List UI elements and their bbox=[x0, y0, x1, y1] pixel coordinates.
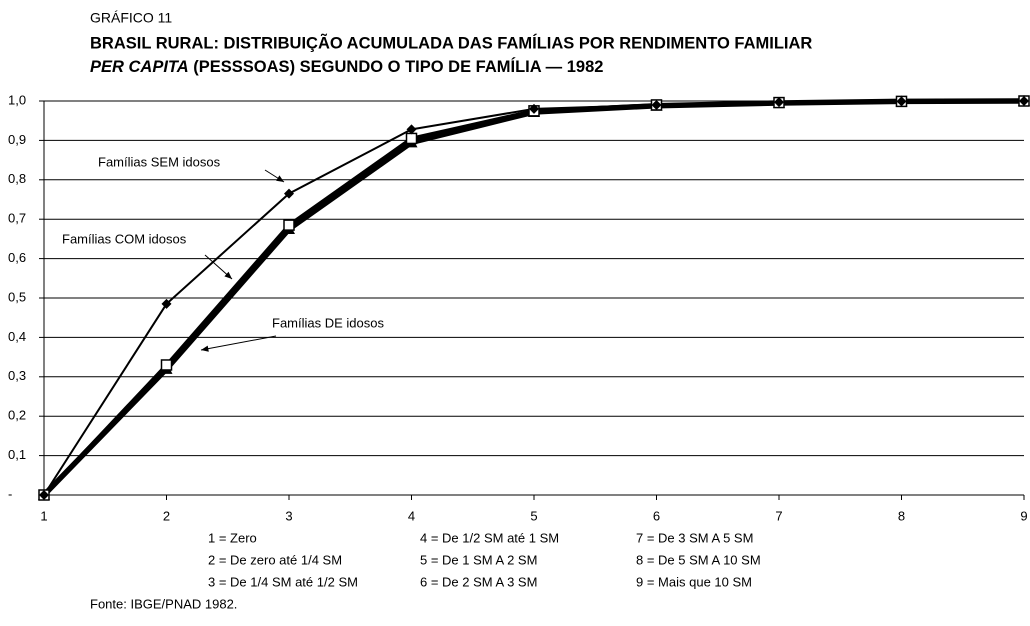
x-tick-label: 9 bbox=[1020, 508, 1027, 523]
y-tick-label: 0,7 bbox=[8, 211, 26, 226]
source: Fonte: IBGE/PNAD 1982. bbox=[90, 596, 237, 611]
chart-title: BRASIL RURAL: DISTRIBUIÇÃO ACUMULADA DAS… bbox=[90, 32, 812, 52]
annotation-arrow bbox=[200, 335, 277, 351]
x-key-item: 1 = Zero bbox=[208, 530, 257, 545]
y-tick-label: 1,0 bbox=[8, 92, 26, 107]
x-key-item: 2 = De zero até 1/4 SM bbox=[208, 552, 342, 567]
marker bbox=[284, 188, 294, 199]
x-key-item: 7 = De 3 SM A 5 SM bbox=[636, 530, 753, 545]
x-key-item: 9 = Mais que 10 SM bbox=[636, 574, 752, 589]
x-key-item: 5 = De 1 SM A 2 SM bbox=[420, 552, 537, 567]
x-key-item: 3 = De 1/4 SM até 1/2 SM bbox=[208, 574, 358, 589]
series-annotation: Famílias SEM idosos bbox=[98, 154, 221, 169]
title-italic: PER CAPITA bbox=[90, 58, 189, 76]
series-annotation: Famílias DE idosos bbox=[272, 315, 384, 330]
series-annotation: Famílias COM idosos bbox=[62, 231, 187, 246]
marker bbox=[39, 490, 49, 500]
y-tick-label: 0,2 bbox=[8, 408, 26, 423]
y-tick-label: 0,9 bbox=[8, 132, 26, 147]
x-tick-label: 8 bbox=[898, 508, 905, 523]
y-tick-label: 0,5 bbox=[8, 289, 26, 304]
marker bbox=[161, 298, 172, 309]
marker bbox=[896, 96, 907, 107]
x-tick-label: 2 bbox=[163, 508, 170, 523]
marker bbox=[160, 359, 173, 371]
x-key-item: 4 = De 1/2 SM até 1 SM bbox=[420, 530, 559, 545]
x-key-item: 8 = De 5 SM A 10 SM bbox=[636, 552, 761, 567]
title-rest: (PESSSOAS) SEGUNDO O TIPO DE FAMÍLIA — 1… bbox=[189, 57, 604, 76]
arrow-head bbox=[201, 345, 209, 352]
marker bbox=[405, 132, 418, 145]
x-tick-label: 6 bbox=[653, 508, 660, 523]
x-tick-label: 4 bbox=[408, 508, 415, 523]
chart-title-line2: PER CAPITA (PESSSOAS) SEGUNDO O TIPO DE … bbox=[90, 57, 603, 76]
x-tick-label: 7 bbox=[775, 508, 782, 523]
y-tick-label: - bbox=[8, 486, 12, 501]
x-tick-label: 3 bbox=[285, 508, 292, 523]
y-tick-label: 0,1 bbox=[8, 447, 26, 462]
y-tick-label: 0,8 bbox=[8, 171, 26, 186]
marker bbox=[283, 219, 295, 231]
x-tick-label: 5 bbox=[530, 508, 537, 523]
x-key-item: 6 = De 2 SM A 3 SM bbox=[420, 574, 537, 589]
marker bbox=[406, 124, 417, 135]
arrow-head bbox=[224, 271, 232, 279]
marker bbox=[774, 97, 784, 108]
y-tick-label: 0,6 bbox=[8, 250, 26, 265]
x-tick-label: 1 bbox=[40, 508, 47, 523]
arrow-head bbox=[276, 175, 284, 182]
y-tick-label: 0,3 bbox=[8, 368, 26, 383]
chart-label: GRÁFICO 11 bbox=[90, 10, 172, 26]
marker bbox=[651, 99, 662, 110]
marker bbox=[1019, 96, 1029, 106]
y-tick-label: 0,4 bbox=[8, 329, 26, 344]
marker bbox=[529, 103, 539, 114]
